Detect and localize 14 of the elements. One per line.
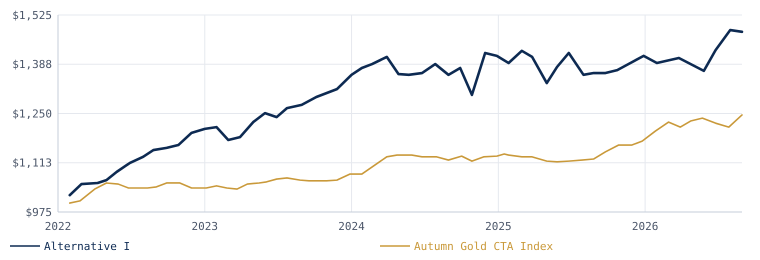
y-tick-label: $975 — [26, 206, 52, 219]
line-series — [68, 114, 743, 204]
legend-label: Autumn Gold CTA Index — [414, 240, 554, 253]
x-tick-label: 2024 — [338, 220, 366, 233]
x-tick-label: 2022 — [44, 220, 72, 233]
x-tick-label: 2026 — [632, 220, 658, 233]
line-series — [68, 28, 744, 196]
x-tick-label: 2025 — [485, 220, 512, 233]
x-tick-label: 2023 — [192, 220, 218, 233]
y-tick-label: $1,250 — [12, 107, 52, 120]
legend-label: Alternative I — [44, 240, 130, 253]
y-tick-label: $1,113 — [12, 156, 52, 170]
y-tick-label: $1,388 — [12, 58, 52, 72]
y-tick-label: $1,525 — [12, 8, 52, 22]
